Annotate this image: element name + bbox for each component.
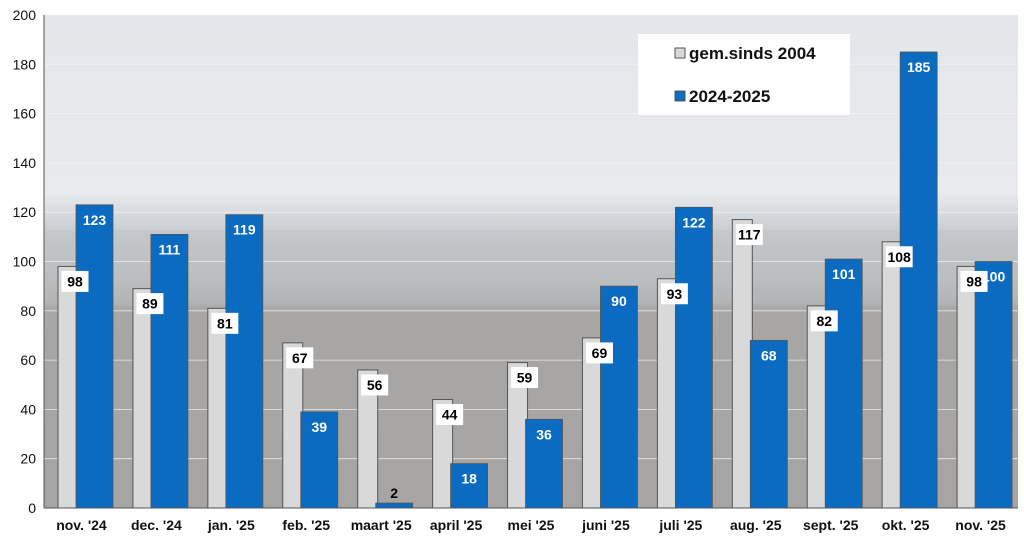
y-tick-label: 80 [20, 303, 36, 319]
bar-avg [881, 241, 903, 509]
data-label-current: 101 [832, 266, 856, 282]
data-label-avg: 69 [592, 345, 608, 361]
bar-current [749, 339, 788, 509]
legend-swatch-avg [674, 47, 686, 59]
data-label-current: 36 [536, 426, 552, 442]
data-label-avg: 44 [442, 407, 458, 423]
bar-current [450, 463, 489, 509]
data-label-current: 2 [390, 485, 398, 501]
data-label-avg: 117 [738, 227, 761, 243]
data-label-avg: 89 [142, 296, 158, 312]
bar-current [974, 261, 1013, 509]
bar-avg [656, 278, 678, 509]
data-label-avg-bg [136, 293, 164, 315]
data-label-avg: 82 [816, 313, 832, 329]
data-label-avg-bg [436, 404, 464, 426]
x-tick-label: sept. '25 [803, 517, 859, 533]
data-label-current: 123 [83, 212, 107, 228]
legend-swatch-cur [674, 90, 686, 102]
data-label-avg-bg [286, 347, 314, 369]
data-label-current: 185 [907, 59, 931, 75]
data-label-avg-bg [960, 270, 988, 292]
data-label-avg: 98 [67, 273, 83, 289]
data-label-avg-bg [735, 224, 763, 246]
bar-avg [731, 219, 753, 509]
x-tick-label: feb. '25 [282, 517, 330, 533]
data-label-current: 111 [159, 241, 181, 257]
bar-current [225, 214, 264, 509]
bar-avg [57, 265, 79, 509]
bar-current [75, 204, 114, 509]
data-label-avg-bg [585, 342, 613, 364]
legend-label-avg: gem.sinds 2004 [689, 44, 816, 63]
data-label-avg: 59 [517, 370, 533, 386]
data-labels: 98 123 89 111 81 119 67 39 56 2 44 18 59 36 69 90 93 122 1… [61, 59, 1006, 501]
x-tick-label: maart '25 [351, 517, 412, 533]
y-tick-label: 0 [28, 500, 36, 516]
x-tick-label: juli '25 [658, 517, 702, 533]
legend-box [638, 34, 850, 115]
data-label-current: 68 [761, 347, 777, 363]
x-tick-label: nov. '24 [56, 517, 107, 533]
bar-current [375, 502, 414, 509]
data-label-avg-bg [61, 270, 89, 292]
data-label-avg-bg [211, 312, 239, 334]
data-label-current: 90 [611, 293, 627, 309]
data-label-avg: 108 [887, 249, 911, 265]
y-tick-label: 40 [20, 401, 36, 417]
y-tick-label: 120 [13, 204, 37, 220]
y-tick-label: 100 [13, 254, 37, 270]
y-tick-label: 200 [13, 7, 37, 23]
bar-current [600, 285, 638, 509]
x-axis-ticks: nov. '24 dec. '24 jan. '25 feb. '25 maart '2… [56, 517, 1006, 533]
data-label-avg-bg [361, 374, 389, 396]
x-tick-label: dec. '24 [131, 517, 182, 533]
bar-avg [956, 265, 978, 509]
bar-current [674, 206, 713, 509]
data-label-current: 119 [233, 222, 256, 238]
data-label-avg-bg [810, 310, 838, 332]
y-tick-label: 180 [13, 56, 37, 72]
y-tick-label: 60 [20, 352, 36, 368]
bar-current [150, 233, 189, 509]
data-label-current: 122 [682, 214, 706, 230]
x-tick-label: april '25 [430, 517, 483, 533]
data-label-avg: 67 [292, 350, 308, 366]
bar-avg [581, 337, 603, 509]
y-axis-ticks: 0 20 40 60 80 100 120 140 160 180 200 [13, 7, 37, 516]
bar-current [899, 51, 938, 509]
data-label-current: 100 [982, 269, 1006, 285]
x-tick-label: juni '25 [581, 517, 630, 533]
bar-avg [207, 307, 229, 509]
x-tick-label: nov. '25 [955, 517, 1006, 533]
bar-avg [806, 305, 828, 509]
bar-avg [132, 288, 154, 509]
legend: gem.sinds 2004 2024-2025 [638, 34, 850, 115]
x-tick-label: aug. '25 [730, 517, 782, 533]
data-label-current: 39 [311, 419, 327, 435]
data-label-avg-bg [660, 283, 688, 305]
data-label-avg: 98 [966, 273, 982, 289]
data-label-current: 18 [461, 471, 477, 487]
x-tick-label: okt. '25 [882, 517, 930, 533]
y-tick-label: 140 [13, 155, 37, 171]
x-tick-label: jan. '25 [207, 517, 255, 533]
data-label-avg-bg [511, 367, 539, 389]
x-tick-label: mei '25 [508, 517, 555, 533]
y-tick-label: 20 [20, 451, 36, 467]
bar-current [824, 258, 863, 509]
y-tick-label: 160 [13, 106, 37, 122]
data-label-avg: 56 [367, 377, 383, 393]
data-label-avg: 93 [667, 286, 683, 302]
data-label-avg: 81 [217, 315, 233, 331]
legend-label-cur: 2024-2025 [689, 87, 770, 106]
bars [57, 51, 1013, 509]
data-label-avg-bg [885, 246, 913, 268]
